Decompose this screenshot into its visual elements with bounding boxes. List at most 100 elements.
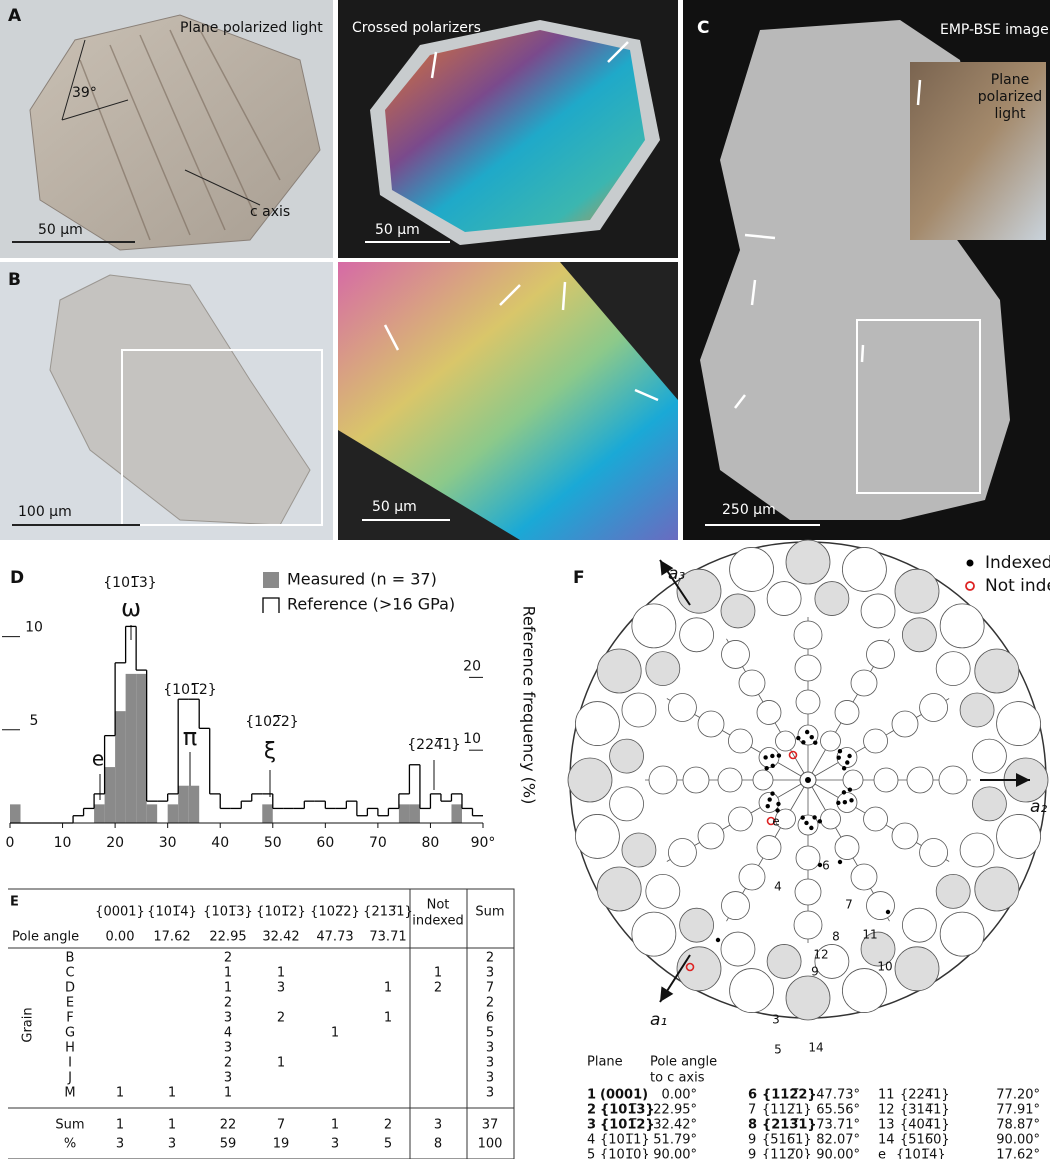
- axis-label: a₂: [1030, 797, 1047, 817]
- grain: [338, 262, 678, 540]
- plane-index: {224̅1}: [900, 1088, 950, 1103]
- pole-circle: [850, 669, 878, 697]
- pole-circle: [609, 738, 644, 774]
- cell: 3: [486, 1056, 494, 1071]
- x-tick-label: 40: [211, 835, 229, 851]
- scale-label: 50 μm: [375, 222, 420, 238]
- pole-circle: [621, 832, 657, 868]
- pole-circle: [959, 692, 995, 728]
- pole-circle: [631, 603, 677, 649]
- circle-label: 5: [774, 1043, 782, 1057]
- cell: 3: [168, 1137, 176, 1152]
- circle-label: 14: [808, 1041, 823, 1055]
- pole-angle: 22.95°: [653, 1103, 697, 1118]
- axis-line: [184, 169, 261, 206]
- pole-circle: [697, 822, 725, 850]
- pole-angle: 51.79°: [653, 1133, 697, 1148]
- pole-circle: [721, 891, 750, 920]
- row-header: D: [65, 981, 75, 996]
- circle-label: 6: [822, 859, 830, 873]
- not-indexed-pole: [788, 750, 798, 760]
- x-tick-label: 60: [316, 835, 334, 851]
- cell: 1: [116, 1118, 124, 1133]
- cell: 1: [434, 966, 442, 981]
- panel-label: D: [10, 568, 24, 588]
- plane-index: {101̅4}: [896, 1148, 946, 1159]
- grain: [385, 30, 645, 232]
- cell: 2: [434, 981, 442, 996]
- pole-circle: [939, 603, 985, 649]
- panel-f: F Indexed Not indexed a₁a₂a₃435678111291…: [567, 539, 1050, 1159]
- indexed-pole: [847, 787, 853, 792]
- arrow-head: [1016, 773, 1030, 787]
- cell: 7: [486, 981, 494, 996]
- pole-circle: [621, 692, 657, 728]
- pole-circle: [797, 724, 819, 746]
- plane-index: {112̅2}: [762, 1088, 817, 1103]
- circle-label: 4: [774, 880, 782, 894]
- indexed-pole: [770, 791, 775, 796]
- pole-circle: [820, 808, 841, 830]
- indexed-pole: [847, 753, 852, 759]
- panel-d: D {101̅3} ω {101̅2} π {102̅2} ξ e {224̅1…: [2, 568, 539, 851]
- pole-circle: [959, 832, 995, 868]
- annotation: π: [183, 723, 197, 751]
- pole-angle: 73.71°: [816, 1118, 860, 1133]
- pdf-lines: [79, 29, 281, 241]
- pole-circle: [842, 769, 864, 791]
- pole-circle: [596, 866, 642, 912]
- bar: [409, 804, 420, 823]
- pole-circle: [609, 786, 644, 822]
- cell: 2: [486, 996, 494, 1011]
- pole-circle: [717, 767, 743, 793]
- cell: 32.42: [262, 930, 299, 945]
- circle-label: 8: [832, 930, 840, 944]
- plane-index: {101̅2}: [600, 1118, 655, 1133]
- x-tick-label: 20: [106, 835, 124, 851]
- pole-circle: [631, 911, 677, 957]
- indexed-pole: [842, 799, 848, 805]
- indexed-pole: [837, 859, 843, 865]
- row-header: C: [65, 966, 74, 981]
- column-header: Sum: [475, 905, 504, 920]
- bar: [262, 804, 273, 823]
- cell: 2: [224, 996, 232, 1011]
- cell: 19: [273, 1137, 290, 1152]
- panel-b: B 100 μm: [0, 262, 333, 540]
- pole-angle: 90.00°: [653, 1148, 697, 1159]
- column-header: {101̅4}: [147, 905, 197, 920]
- cell: 2: [277, 1011, 285, 1026]
- bar: [188, 785, 200, 823]
- axis-label: a₃: [668, 564, 685, 584]
- pole-circle: [794, 654, 822, 682]
- indexed-pole: [809, 734, 814, 740]
- pole-circle: [935, 651, 971, 686]
- legend-symbol: [263, 572, 279, 588]
- grain: [29, 14, 321, 251]
- x-tick-label: 0: [6, 835, 15, 851]
- annotation: ω: [121, 594, 141, 622]
- pole-circle: [850, 863, 878, 891]
- row-header: B: [66, 951, 75, 966]
- pole-circle: [720, 593, 756, 629]
- pole-circle: [575, 701, 620, 746]
- pole-circle: [575, 814, 620, 859]
- plane-index: {516̅1}: [762, 1133, 812, 1148]
- legend-label: Reference (>16 GPa): [287, 595, 455, 614]
- cell: 8: [434, 1137, 442, 1152]
- inset-caption: light: [994, 106, 1026, 122]
- pole-circle: [996, 701, 1041, 746]
- circle-label: 12: [813, 948, 828, 962]
- indexed-pole: [775, 808, 780, 813]
- plane-number: 2: [587, 1103, 596, 1118]
- indexed-pole: [770, 753, 775, 759]
- x-tick-label: 30: [159, 835, 177, 851]
- pole-circle: [728, 806, 753, 832]
- plane-number: 11: [878, 1088, 895, 1103]
- row-header: Pole angle: [12, 930, 79, 945]
- plane-index: (0001): [600, 1088, 648, 1103]
- pole-angle: 47.73°: [816, 1088, 860, 1103]
- pole-circle: [697, 710, 725, 738]
- cell: 3: [486, 1071, 494, 1086]
- row-group-label: Grain: [21, 1007, 36, 1042]
